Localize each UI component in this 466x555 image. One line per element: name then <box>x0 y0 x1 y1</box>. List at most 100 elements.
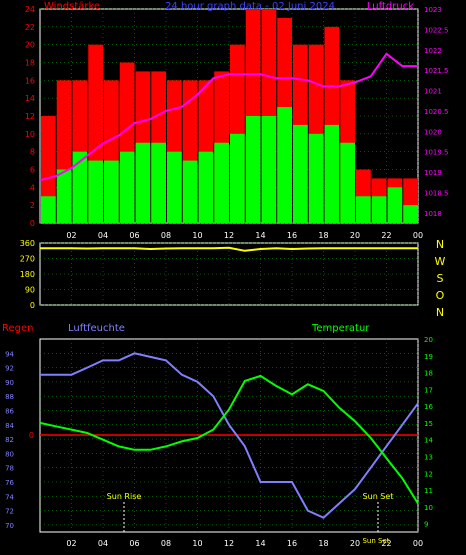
wind-x-tick-label: 02 <box>66 231 76 240</box>
pressure-axis-title: Luftdruck <box>367 1 414 12</box>
direction-letter: S <box>437 272 444 285</box>
climate-x-ticks: 02 04 06 08 10 12 14 16 18 20 22 00 <box>66 539 423 548</box>
wind-tick-label: 12 <box>25 112 35 121</box>
humidity-tick-label: 94 <box>5 350 14 358</box>
wind-tick-label: 6 <box>30 166 35 175</box>
temperature-y-ticks: 9 10 11 12 13 14 15 16 17 18 19 20 <box>424 336 433 529</box>
humidity-tick-label: 86 <box>5 407 14 415</box>
wind-tick-label: 20 <box>25 41 35 50</box>
wind-avg-bar <box>261 116 277 223</box>
humidity-tick-label: 90 <box>5 379 14 387</box>
wind-tick-label: 10 <box>25 130 35 139</box>
wind-x-tick-label: 18 <box>318 231 328 240</box>
pressure-tick-label: 1018 <box>424 210 442 218</box>
pressure-series-line <box>39 52 418 182</box>
wind-avg-bar <box>371 196 387 223</box>
temperature-tick-label: 11 <box>424 487 433 495</box>
direction-tick-label: 270 <box>20 255 35 264</box>
humidity-tick-label: 82 <box>5 436 14 444</box>
wind-tick-label: 2 <box>30 201 35 210</box>
pressure-tick-label: 1022 <box>424 47 442 55</box>
pressure-tick-label: 1021 <box>424 88 442 96</box>
wind-avg-bar <box>277 107 292 223</box>
wind-tick-label: 4 <box>30 183 35 192</box>
wind-avg-bar <box>135 142 151 223</box>
pressure-tick-label: 1019.5 <box>424 149 449 157</box>
direction-letter: N <box>436 238 444 251</box>
wind-avg-bar <box>356 196 371 223</box>
direction-letter: W <box>435 255 446 268</box>
wind-tick-label: 16 <box>25 76 35 85</box>
pressure-tick-label: 1023 <box>424 6 442 14</box>
humidity-tick-label: 84 <box>5 422 14 430</box>
temperature-tick-label: 16 <box>424 403 433 411</box>
climate-x-tick-label: 02 <box>66 539 76 548</box>
temperature-tick-label: 19 <box>424 353 433 361</box>
humidity-tick-label: 78 <box>5 465 14 473</box>
sunset-label-axis: Sun Set <box>362 537 389 545</box>
climate-x-tick-label: 10 <box>192 539 202 548</box>
humidity-tick-label: 76 <box>5 479 14 487</box>
direction-chart-frame <box>39 242 419 306</box>
humidity-tick-label: 74 <box>5 493 14 501</box>
wind-x-ticks: 02 04 06 08 10 12 14 16 18 20 22 00 <box>66 231 423 240</box>
wind-avg-bar <box>182 160 198 223</box>
direction-letter: N <box>436 306 444 319</box>
climate-x-tick-label: 08 <box>161 539 171 548</box>
wind-avg-bar <box>340 142 355 223</box>
wind-x-tick-label: 08 <box>161 231 171 240</box>
pressure-tick-label: 1021.5 <box>424 67 449 75</box>
wind-x-tick-label: 10 <box>192 231 202 240</box>
direction-y-ticks: 0 90 180 270 360 <box>20 239 35 310</box>
wind-tick-label: 18 <box>25 59 35 68</box>
wind-tick-label: 14 <box>25 94 35 103</box>
temperature-axis-title: Temperatur <box>311 323 370 334</box>
climate-x-tick-label: 00 <box>413 539 423 548</box>
humidity-tick-label: 72 <box>5 508 14 516</box>
sunset-label: Sun Set <box>363 492 394 501</box>
wind-avg-bar <box>308 133 324 223</box>
temperature-tick-label: 9 <box>424 521 428 529</box>
wind-tick-label: 8 <box>30 148 35 157</box>
wind-avg-bar <box>245 116 261 223</box>
temperature-tick-label: 17 <box>424 386 433 394</box>
pressure-y-ticks: 1018 1018.5 1019 1019.5 1020 1020.5 1021 1021.5… <box>424 6 449 218</box>
humidity-axis-title: Luftfeuchte <box>68 323 125 334</box>
pressure-tick-label: 1020 <box>424 128 442 136</box>
wind-x-tick-label: 12 <box>224 231 234 240</box>
rain-zero-label: 0 <box>29 431 34 440</box>
wind-avg-bar <box>403 205 418 223</box>
wind-avg-bar <box>230 133 245 223</box>
wind-x-tick-label: 06 <box>129 231 139 240</box>
pressure-tick-label: 1020.5 <box>424 108 449 116</box>
temperature-series-line <box>39 374 419 505</box>
wind-x-tick-label: 04 <box>98 231 108 240</box>
pressure-tick-label: 1022.5 <box>424 26 449 34</box>
humidity-y-ticks: 70 72 74 76 78 80 82 84 86 88 90 92 94 <box>5 350 14 530</box>
wind-avg-bar <box>293 124 308 223</box>
climate-x-tick-label: 20 <box>350 539 360 548</box>
wind-avg-bar <box>41 196 56 223</box>
temperature-tick-label: 20 <box>424 336 433 344</box>
wind-avg-bar <box>56 169 72 223</box>
humidity-tick-label: 70 <box>5 522 14 530</box>
wind-avg-bar <box>72 151 88 223</box>
chart-title: 24 hour graph data - 02 Juni 2024 <box>165 1 335 12</box>
wind-avg-bar <box>198 151 214 223</box>
wind-avg-bar <box>104 160 119 223</box>
direction-series-line <box>40 246 418 252</box>
temperature-tick-label: 14 <box>424 437 433 445</box>
rain-axis-title: Regen <box>2 323 34 334</box>
direction-tick-label: 360 <box>20 239 35 248</box>
temperature-tick-label: 15 <box>424 420 433 428</box>
wind-x-tick-label: 00 <box>413 231 423 240</box>
wind-avg-bar <box>119 151 135 223</box>
climate-x-tick-label: 04 <box>98 539 108 548</box>
pressure-tick-label: 1019 <box>424 169 442 177</box>
climate-x-tick-label: 22 <box>381 539 391 548</box>
wind-avg-bar <box>324 124 340 223</box>
humidity-tick-label: 88 <box>5 393 14 401</box>
sunrise-label: Sun Rise <box>107 492 142 501</box>
temperature-tick-label: 13 <box>424 453 433 461</box>
